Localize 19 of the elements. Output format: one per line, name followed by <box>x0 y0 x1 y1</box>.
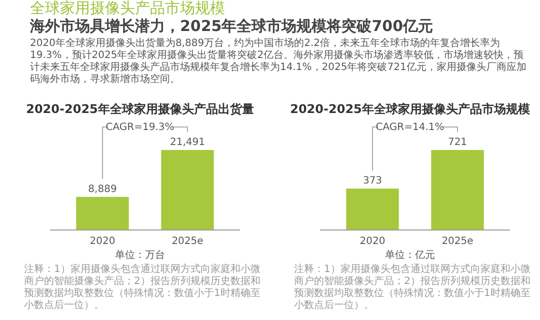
chart-title: 2020-2025年全球家用摄像头产品出货量 <box>26 102 254 116</box>
text: 单位：万台 <box>115 249 165 261</box>
text: 海外市场具增长潜力，2025年全球市场规模将突破700亿元 <box>30 17 434 36</box>
x-tick-label: 2020 <box>90 236 116 247</box>
text: 2020年全球家用摄像头出货量为8,889万台，约为中国市场的2.2倍，未来五年全球市场的年复合增长率为19.3%，预计2025年全球家用摄像头出货量将突破2亿台。海外家用摄像头市场渗透率较低，市场增速较快，预计未来五年全球家用摄像头产品市场规模年复合增长率为14.1%，2025年将突破721亿元，家用摄像头厂商应加码海外市场，寻求新增市场空间。 <box>30 38 528 86</box>
text: 单位：亿元 <box>385 249 435 261</box>
chart-title: 2020-2025年全球家用摄像头产品市场规模 <box>290 102 530 116</box>
data-label: 373 <box>362 176 382 187</box>
data-label: 21,491 <box>170 137 205 148</box>
text: 注释：1）家用摄像头包含通过联网方式向家庭和小微商户的智能摄像头产品；2）报告所列规模历史数据和预测数据均取整数位（特殊情况：数值小于1时精确至小数点后一位）。 <box>24 264 262 312</box>
data-label: 8,889 <box>88 184 117 195</box>
x-tick-label: 2020 <box>360 236 386 247</box>
text: CAGR=19.3% <box>106 122 174 133</box>
x-tick-label: 2025e <box>442 236 474 247</box>
text: CAGR=14.1% <box>376 122 444 133</box>
text: 全球家用摄像头产品市场规模 <box>30 0 226 17</box>
data-label: 721 <box>448 137 468 148</box>
text: 注释：1）家用摄像头包含通过联网方式向家庭和小微商户的智能摄像头产品；2）报告所列规模历史数据和预测数据均取整数位（特殊情况：数值小于1时精确至小数点后一位）。 <box>294 264 532 312</box>
x-tick-label: 2025e <box>172 236 204 247</box>
